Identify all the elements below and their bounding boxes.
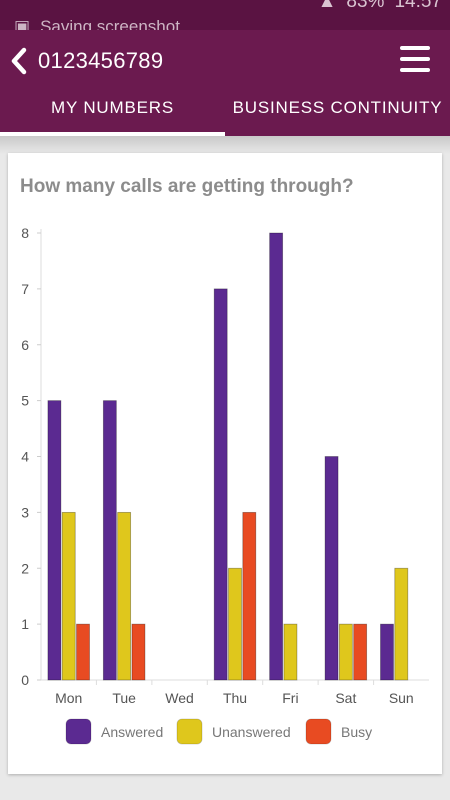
clock: 14:57 [394,0,442,12]
bar-answered-sun [380,623,394,681]
y-tick-label: 8 [21,225,29,241]
x-tick-label: Tue [112,690,136,706]
bar-unanswered-thu [228,567,242,681]
x-tick-label: Sat [335,690,356,706]
legend-label-answered: Answered [101,724,163,740]
x-tick-label: Sun [389,690,414,706]
legend-swatch-busy [305,718,332,745]
bar-busy-sat [353,623,368,681]
y-tick-label: 0 [21,672,29,688]
notification-text: Saving screenshot [40,17,180,30]
bar-busy-tue [131,623,146,681]
y-tick-label: 5 [21,393,29,409]
legend-label-unanswered: Unanswered [212,724,291,740]
y-tick-label: 4 [21,449,29,465]
signal-icon: ▲ [317,0,337,12]
bar-unanswered-fri [283,623,298,681]
chevron-left-icon[interactable] [6,44,32,78]
bar-answered-tue [102,400,117,681]
x-tick-label: Wed [165,690,194,706]
bar-unanswered-sun [394,567,409,681]
bar-busy-thu [242,511,257,681]
status-notification: ▣ Saving screenshot [14,17,180,30]
chart-card: How many calls are getting through? 0 1 2 3… [8,153,442,774]
legend-swatch-answered [65,718,92,745]
hamburger-menu-icon[interactable] [400,46,430,74]
tab-bar: MY NUMBERS BUSINESS CONTINUITY [0,92,450,136]
app-bar: 0123456789 [0,30,450,92]
status-bar: ▣ Saving screenshot ▲ 83% 14:57 [0,0,450,30]
status-icons: ▲ 83% 14:57 [318,0,442,13]
chart-title: How many calls are getting through? [20,176,354,197]
legend-label-busy: Busy [341,724,372,740]
y-tick-label: 6 [21,337,29,353]
y-tick-label: 3 [21,504,29,520]
screenshot-icon: ▣ [14,17,31,30]
battery-percent: 83% [346,0,385,12]
bar-answered-sat [324,456,339,681]
tab-my-numbers[interactable]: MY NUMBERS [0,92,225,136]
bar-busy-mon [76,623,90,681]
x-tick-label: Mon [55,690,82,706]
bar-answered-fri [269,232,284,681]
page-title: 0123456789 [38,48,164,73]
tab-shadow [0,136,450,154]
tab-business-continuity[interactable]: BUSINESS CONTINUITY [232,98,443,117]
bar-answered-thu [213,288,228,681]
bar-answered-mon [47,400,62,681]
x-tick-label: Fri [282,690,298,706]
legend-swatch-unanswered [176,718,203,745]
bar-unanswered-tue [117,511,132,681]
bar-unanswered-mon [61,511,76,681]
y-tick-label: 1 [21,616,29,632]
y-tick-label: 2 [21,560,29,576]
bar-unanswered-sat [338,623,353,681]
x-tick-label: Thu [223,690,247,706]
calls-bar-chart: 0 1 2 3 4 5 6 7 8 Mon Tue Wed Thu Fri Sat Sun Answered Un… [21,225,429,745]
y-tick-label: 7 [21,281,29,297]
